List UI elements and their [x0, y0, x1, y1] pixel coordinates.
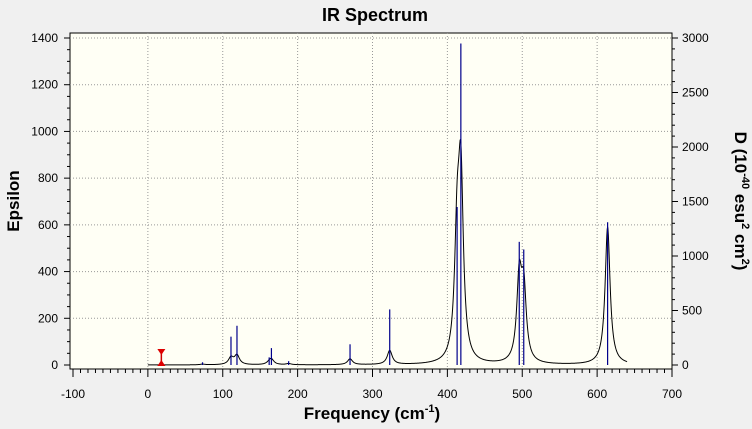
marker-top-triangle — [157, 349, 166, 355]
spectrum-curve — [147, 139, 628, 366]
axes: -100 0 100 200 300 400 500 600 700 0 200 400 600 800 1… — [31, 31, 709, 401]
x-tick-label: 700 — [662, 387, 682, 401]
y-tick-label-right: 1000 — [682, 249, 709, 263]
y-tick-label-right: 500 — [682, 304, 702, 318]
y-tick-label-left: 200 — [38, 311, 58, 325]
intensity-sticks — [157, 43, 609, 366]
x-tick-label: 600 — [587, 387, 607, 401]
x-tick-label: 100 — [213, 387, 233, 401]
y-tick-label-right: 2500 — [682, 86, 709, 100]
y-axis-title-right: D (10-40 esu2 cm2) — [731, 132, 751, 271]
y-tick-label-right: 3000 — [682, 31, 709, 45]
y-tick-label-left: 1200 — [31, 78, 58, 92]
x-tick-label: -100 — [61, 387, 85, 401]
marker-bottom-triangle — [157, 360, 166, 366]
right-title-part: ) — [731, 265, 750, 271]
y-tick-label-left: 0 — [51, 358, 58, 372]
y-tick-label-left: 800 — [38, 171, 58, 185]
y-tick-label-right: 1500 — [682, 195, 709, 209]
y-tick-label-left: 1000 — [31, 124, 58, 138]
y-tick-label-right: 2000 — [682, 140, 709, 154]
y-tick-label-left: 400 — [38, 265, 58, 279]
y-tick-label-right: 0 — [682, 358, 689, 372]
grid — [70, 33, 672, 369]
right-title-sup: -40 — [739, 173, 751, 189]
x-tick-label: 300 — [362, 387, 382, 401]
x-tick-label: 500 — [512, 387, 532, 401]
right-title-part: D (10 — [731, 132, 750, 174]
chart-title: IR Spectrum — [322, 5, 428, 25]
x-tick-label: 200 — [288, 387, 308, 401]
y-tick-label-left: 1400 — [31, 31, 58, 45]
plot-area — [69, 32, 673, 370]
x-tick-label: 400 — [437, 387, 457, 401]
x-axis-title: Frequency (cm-1) — [304, 403, 440, 423]
y-axis-title-left: Epsilon — [4, 170, 23, 231]
epsilon-line — [147, 139, 628, 366]
right-title-part: esu — [731, 189, 750, 223]
y-tick-label-left: 600 — [38, 218, 58, 232]
x-tick-label: 0 — [145, 387, 152, 401]
right-title-part: cm — [731, 229, 750, 258]
right-title-sup: 2 — [739, 259, 751, 265]
right-title-sup: 2 — [739, 223, 751, 229]
